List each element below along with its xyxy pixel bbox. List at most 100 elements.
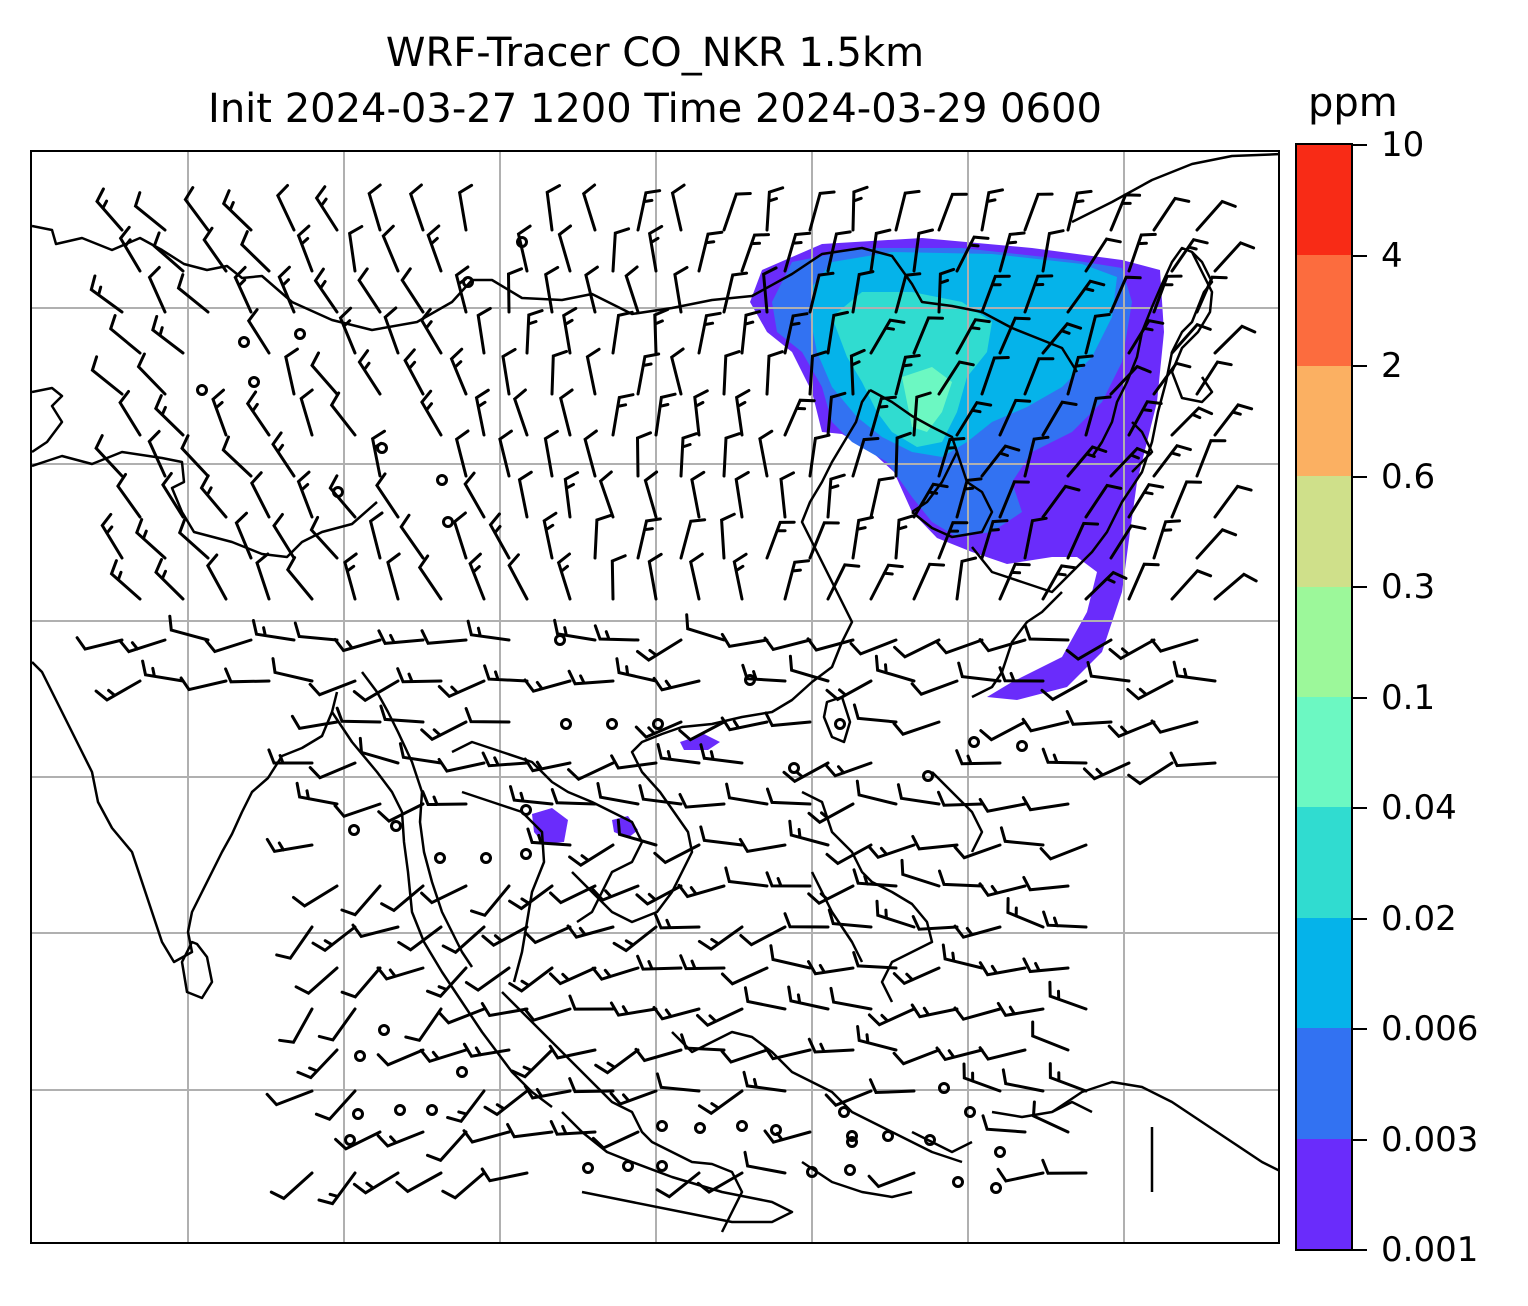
wind-barb [1170,322,1212,355]
wind-barb [329,391,357,437]
wind-barb [869,563,904,601]
wind-barb [1048,1062,1088,1093]
wind-barb [912,482,949,519]
wind-barb [678,793,726,809]
wind-barb [1021,796,1070,812]
wind-barb [740,233,770,273]
wind-barb [894,189,921,232]
tracer-plume [532,238,1164,844]
wind-barb [826,391,847,437]
wind-barb [953,1006,1002,1021]
wind-barb [766,787,812,806]
wind-barb [808,350,828,396]
wind-barb [690,470,706,519]
wind-barb [1109,524,1147,560]
wind-barb [1023,516,1048,560]
wind-barb [437,757,486,773]
calm-wind-marker [1016,740,1028,752]
wind-barb [1126,679,1174,701]
wind-barb [309,515,339,560]
wind-barb [697,925,744,951]
wind-barb [788,654,830,683]
wind-barb [454,265,470,314]
wind-barb [1127,562,1160,601]
wind-barb [636,638,683,662]
wind-barb [75,636,124,651]
wind-barb [420,884,468,905]
wind-barb [553,618,597,642]
wind-barb [1195,439,1227,478]
wind-barb [783,398,816,437]
wind-barb [912,316,944,355]
wind-barb [892,720,941,736]
wind-barb [542,511,558,560]
wind-barb [136,352,167,396]
wind-barb [296,1048,339,1080]
wind-barb [457,183,474,232]
wind-barb [1006,897,1045,929]
wind-barb [118,225,142,273]
wind-barb [452,511,468,560]
wind-barb [1041,564,1078,601]
wind-barb [377,802,425,823]
wind-barb [655,1171,701,1199]
wind-barb [135,518,167,560]
wind-barb [376,966,425,981]
wind-barb [685,613,726,642]
wind-barb [787,985,830,1011]
wind-barb [689,552,704,601]
wind-barb [550,349,568,396]
calm-wind-marker [656,1160,668,1172]
wind-barb [824,1089,873,1107]
wind-barb [408,183,425,232]
wind-barb [1213,324,1257,355]
wind-barb [1108,638,1156,661]
wind-barb [1022,875,1070,892]
wind-barb [980,188,1004,232]
wind-barb [1066,445,1108,478]
map-canvas [32,152,1278,1242]
wind-barb [199,474,228,519]
wind-barb [741,663,787,683]
wind-barb [807,802,855,825]
wind-barb [955,556,978,601]
wind-barb [94,434,124,478]
wind-barb [516,224,532,273]
colorbar-tick-label: 0.006 [1381,1009,1479,1049]
wind-barb [1021,717,1070,733]
wind-barb [980,356,1010,396]
wind-barb [358,736,400,765]
calm-wind-marker [952,1176,964,1188]
wind-barb [584,265,599,314]
wind-barb [419,307,443,355]
wind-barb [912,228,934,273]
wind-barb [765,520,796,560]
wind-barb [609,1001,658,1017]
wind-barb [334,1130,382,1151]
wind-barb [525,309,544,355]
wind-barb [765,186,785,232]
wind-barb [441,1171,486,1200]
wind-barb [697,230,724,273]
wind-barb [1039,843,1088,861]
wind-barb [333,637,382,653]
wind-barb [1041,484,1081,519]
wind-barb [874,654,916,683]
colorbar-segment [1297,807,1351,918]
chart-title: WRF-Tracer CO_NKR 1.5km [385,30,925,76]
wind-barb [328,474,357,519]
wind-barb [1084,570,1128,601]
wind-barb [1109,364,1152,396]
wind-barb [652,676,701,692]
calm-wind-marker [248,376,260,388]
wind-barb [980,519,1009,560]
wind-barb [868,1078,916,1095]
wind-barb [896,783,941,806]
wind-barb [272,513,296,560]
wind-barb [636,352,661,396]
wind-barb [734,389,751,437]
wind-barb [275,925,314,960]
wind-barb [679,954,726,971]
wind-barb [624,265,640,314]
wind-barb [265,1089,314,1107]
